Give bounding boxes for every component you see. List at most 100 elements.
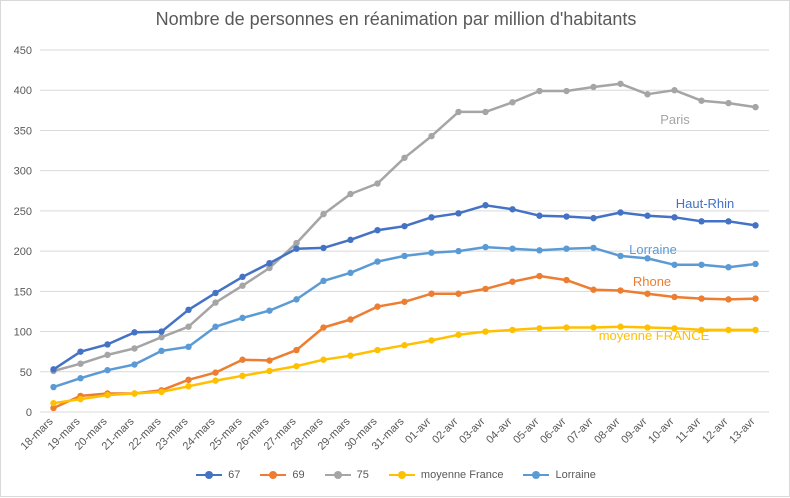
x-tick-label: 11-avr xyxy=(674,415,704,445)
data-point xyxy=(536,87,543,95)
x-tick-label: 02-avr xyxy=(430,415,461,446)
x-tick-label: 01-avr xyxy=(403,415,434,446)
data-point xyxy=(509,278,516,285)
x-tick-label: 10-avr xyxy=(646,415,677,446)
data-point xyxy=(293,245,300,252)
legend-item: 75 xyxy=(324,469,369,481)
x-tick-label: 03-avr xyxy=(457,415,488,446)
data-point xyxy=(401,298,408,305)
data-point xyxy=(158,388,165,396)
y-tick-label: 100 xyxy=(14,327,32,339)
data-point xyxy=(536,272,543,280)
data-point xyxy=(752,326,759,334)
legend-swatch xyxy=(196,470,223,480)
y-tick-label: 350 xyxy=(14,125,32,137)
data-point xyxy=(455,108,462,116)
y-tick-label: 400 xyxy=(14,85,32,97)
data-point xyxy=(698,97,705,104)
data-point xyxy=(401,154,408,161)
data-point xyxy=(617,323,624,330)
data-point xyxy=(185,323,192,330)
data-point xyxy=(347,316,354,323)
data-point xyxy=(509,326,516,334)
legend-item: 67 xyxy=(196,469,240,481)
annotation-label: Paris xyxy=(660,112,690,127)
data-point xyxy=(320,277,327,285)
legend-label: 67 xyxy=(228,469,241,481)
series-line-lorraine xyxy=(53,245,756,389)
y-tick-label: 200 xyxy=(14,246,32,258)
data-point xyxy=(50,404,57,412)
legend-swatch xyxy=(523,470,550,480)
legend-item: moyenne France xyxy=(388,469,503,481)
data-point xyxy=(644,290,651,297)
data-point xyxy=(698,218,705,225)
chart-title: Nombre de personnes en réanimation par m… xyxy=(155,9,637,29)
data-point xyxy=(131,345,138,352)
x-tick-label: 13-avr xyxy=(727,415,758,446)
data-point xyxy=(239,372,246,379)
data-point xyxy=(482,328,489,335)
data-point xyxy=(131,329,138,336)
data-point xyxy=(563,213,570,220)
data-point xyxy=(698,295,705,302)
legend-swatch xyxy=(324,470,351,480)
data-point xyxy=(266,264,273,272)
data-point xyxy=(455,210,462,217)
data-point xyxy=(374,303,381,310)
legend-swatch xyxy=(260,470,287,480)
data-point xyxy=(185,376,192,384)
data-point xyxy=(698,261,705,268)
data-point xyxy=(482,285,489,293)
data-point xyxy=(266,357,273,364)
data-point xyxy=(590,324,597,331)
data-point xyxy=(320,244,327,252)
data-point xyxy=(563,276,570,284)
data-point xyxy=(482,108,489,116)
data-point xyxy=(293,296,300,303)
data-point xyxy=(347,236,354,244)
x-tick-label: 06-avr xyxy=(538,415,569,446)
data-point xyxy=(185,383,192,390)
data-point xyxy=(752,260,759,268)
data-point xyxy=(158,333,165,341)
data-point xyxy=(698,326,705,334)
data-point xyxy=(590,286,597,293)
y-tick-label: 150 xyxy=(14,286,32,298)
x-tick-label: 09-avr xyxy=(619,415,650,446)
data-point xyxy=(212,299,219,306)
data-point xyxy=(401,342,408,349)
x-tick-label: 05-avr xyxy=(511,415,542,446)
data-point xyxy=(671,325,678,332)
data-point xyxy=(212,289,219,297)
y-tick-label: 50 xyxy=(20,367,32,379)
data-point xyxy=(77,395,84,403)
data-point xyxy=(266,259,273,267)
data-point xyxy=(401,252,408,260)
data-point xyxy=(563,324,570,331)
data-point xyxy=(725,99,732,107)
data-point xyxy=(347,352,354,359)
data-point xyxy=(131,361,138,368)
data-point xyxy=(644,255,651,262)
x-tick-label: 08-avr xyxy=(592,415,623,446)
data-point xyxy=(374,226,381,234)
data-point xyxy=(239,356,246,363)
data-point xyxy=(428,337,435,344)
data-point xyxy=(590,244,597,252)
data-point xyxy=(509,206,516,213)
annotation-label: Rhone xyxy=(633,274,671,289)
data-point xyxy=(536,212,543,219)
data-point xyxy=(536,247,543,254)
data-point xyxy=(212,377,219,384)
annotation-label: Lorraine xyxy=(629,242,677,257)
data-point xyxy=(428,132,435,140)
data-point xyxy=(374,180,381,187)
data-point xyxy=(617,252,624,260)
y-tick-label: 450 xyxy=(14,45,32,57)
data-point xyxy=(77,375,84,382)
data-point xyxy=(509,99,516,106)
data-point xyxy=(455,331,462,338)
data-point xyxy=(617,80,624,87)
